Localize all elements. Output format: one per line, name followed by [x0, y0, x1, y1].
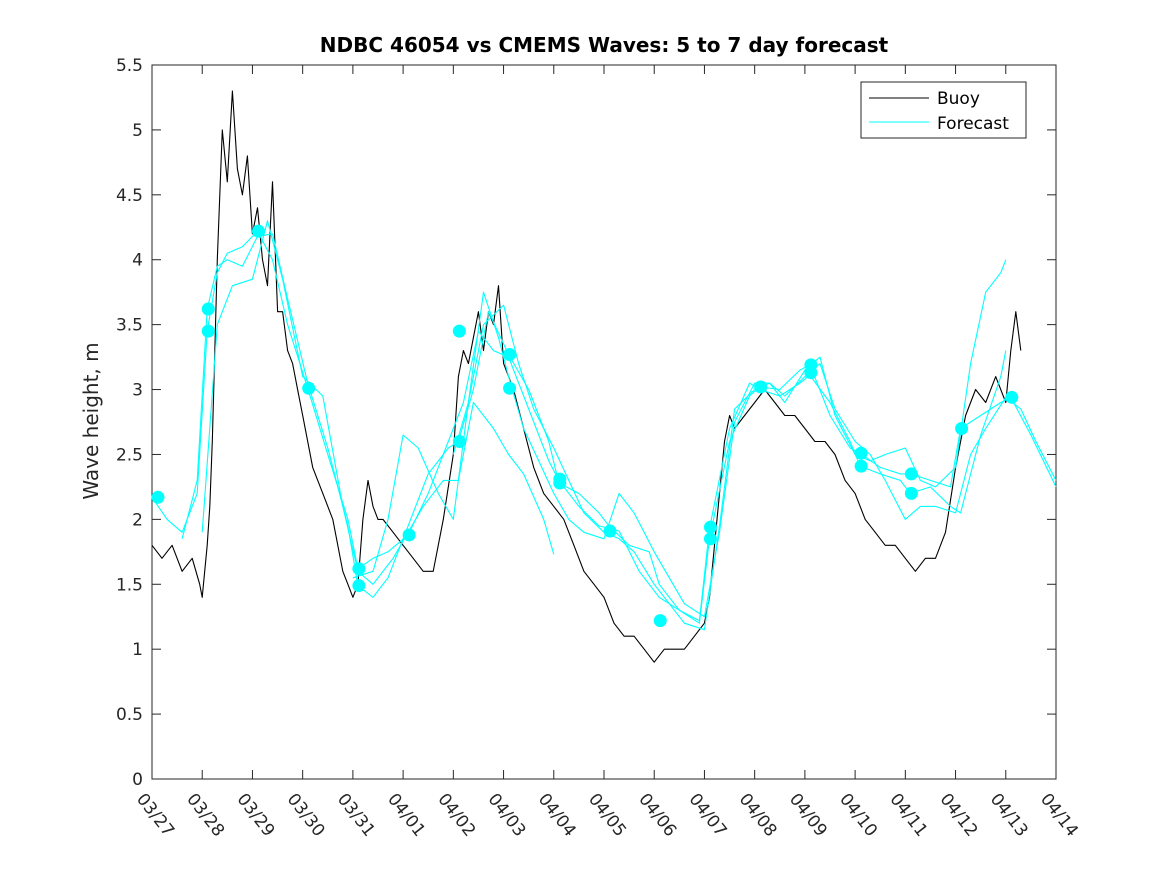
forecast-marker [854, 459, 868, 473]
y-tick-label: 0.5 [116, 705, 143, 725]
forecast-marker [553, 476, 567, 490]
y-axis-label: Wave height, m [79, 342, 103, 499]
legend-box [860, 81, 1027, 139]
forecast-marker [352, 562, 366, 576]
forecast-marker [904, 486, 918, 500]
forecast-marker [904, 467, 918, 481]
forecast-marker [603, 524, 617, 538]
forecast-marker [302, 381, 316, 395]
forecast-marker [703, 520, 717, 534]
forecast-marker [452, 434, 466, 448]
y-tick-label: 4.5 [116, 186, 143, 206]
forecast-marker [201, 302, 215, 316]
forecast-marker [151, 490, 165, 504]
y-tick-label: 2.5 [116, 445, 143, 465]
legend-forecast-label: Forecast [937, 114, 1009, 134]
forecast-marker [653, 614, 667, 628]
forecast-series-line [452, 304, 1057, 631]
y-tick-label: 0 [132, 770, 143, 790]
buoy-series-line [151, 90, 1022, 663]
forecast-marker [754, 380, 768, 394]
y-tick-label: 5.5 [116, 56, 143, 76]
forecast-marker [352, 579, 366, 593]
forecast-marker [251, 224, 265, 238]
forecast-series-line [181, 233, 1007, 622]
y-tick-label: 4 [132, 251, 143, 271]
y-tick-label: 3.5 [116, 316, 143, 336]
y-tick-label: 1 [132, 640, 143, 660]
legend: Buoy Forecast [860, 81, 1027, 139]
chart-title: NDBC 46054 vs CMEMS Waves: 5 to 7 day fo… [320, 33, 889, 57]
forecast-marker [402, 528, 416, 542]
y-tick-label: 2 [132, 510, 143, 530]
y-tick-label: 1.5 [116, 575, 143, 595]
y-tick-label: 3 [132, 381, 143, 401]
forecast-marker [955, 421, 969, 435]
legend-buoy-label: Buoy [937, 89, 980, 109]
y-tick-label: 5 [132, 121, 143, 141]
forecast-marker [854, 446, 868, 460]
forecast-marker [1005, 390, 1019, 404]
forecast-marker [201, 324, 215, 338]
forecast-marker [703, 532, 717, 546]
forecast-series-line [151, 230, 1057, 624]
forecast-series-line [352, 259, 1007, 618]
forecast-marker [452, 324, 466, 338]
forecast-marker [503, 347, 517, 361]
forecast-marker [503, 381, 517, 395]
forecast-marker [804, 366, 818, 380]
forecast-series-line [201, 220, 555, 585]
